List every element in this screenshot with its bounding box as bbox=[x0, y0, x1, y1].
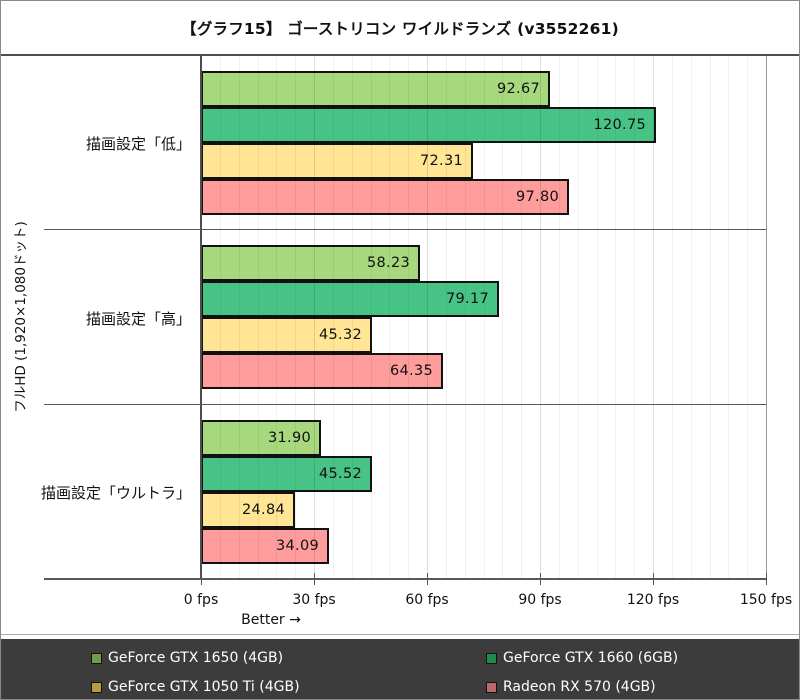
gridline-major bbox=[427, 56, 428, 579]
x-axis-line bbox=[44, 578, 766, 580]
x-tick-mark bbox=[653, 573, 654, 585]
bar-radeon-rx-570-4gb-: 64.35 bbox=[201, 353, 443, 390]
gridline-minor bbox=[257, 56, 259, 579]
gridline-minor bbox=[219, 56, 221, 579]
bar-value-label: 31.90 bbox=[267, 429, 311, 446]
bar-geforce-gtx-1650-4gb-: 92.67 bbox=[201, 71, 550, 107]
gridline-minor bbox=[596, 56, 598, 579]
x-tick-label: 150 fps bbox=[739, 592, 793, 608]
x-tick-label: 60 fps bbox=[405, 592, 449, 608]
legend-item-geforce-gtx-1650-4gb-: GeForce GTX 1650 (4GB) bbox=[91, 650, 283, 666]
bar-geforce-gtx-1050-ti-4gb-: 24.84 bbox=[201, 491, 295, 528]
x-tick-label: 0 fps bbox=[183, 592, 219, 608]
bar-value-label: 45.52 bbox=[318, 465, 362, 482]
x-tick-mark bbox=[314, 573, 315, 585]
gridline-minor bbox=[483, 56, 485, 579]
bar-value-label: 120.75 bbox=[593, 117, 646, 133]
category-label: 描画設定「低」 bbox=[85, 135, 191, 154]
bar-value-label: 24.84 bbox=[241, 501, 285, 518]
bar-radeon-rx-570-4gb-: 97.80 bbox=[201, 179, 569, 215]
gridline-minor bbox=[502, 56, 504, 579]
gridline-minor bbox=[558, 56, 560, 579]
legend-swatch bbox=[486, 681, 497, 693]
legend: GeForce GTX 1650 (4GB) GeForce GTX 1660 (… bbox=[1, 639, 799, 699]
legend-label: GeForce GTX 1660 (6GB) bbox=[503, 650, 679, 666]
gridline-minor bbox=[295, 56, 297, 579]
bar-radeon-rx-570-4gb-: 34.09 bbox=[201, 527, 329, 564]
legend-swatch bbox=[486, 652, 497, 664]
gridline-minor bbox=[577, 56, 579, 579]
group-separator bbox=[44, 403, 766, 405]
bar-geforce-gtx-1660-6gb-: 120.75 bbox=[201, 107, 656, 143]
legend-item-geforce-gtx-1660-6gb-: GeForce GTX 1660 (6GB) bbox=[486, 650, 678, 666]
category-label: 描画設定「ウルトラ」 bbox=[40, 483, 191, 502]
x-tick-label: 30 fps bbox=[292, 592, 336, 608]
bar-value-label: 45.32 bbox=[318, 327, 362, 344]
x-tick-mark bbox=[540, 573, 541, 585]
legend-swatch bbox=[91, 681, 102, 693]
legend-label: GeForce GTX 1650 (4GB) bbox=[108, 650, 284, 666]
gridline-minor bbox=[408, 56, 410, 579]
gridline-minor bbox=[634, 56, 636, 579]
bar-value-label: 64.35 bbox=[389, 363, 433, 380]
bar-geforce-gtx-1650-4gb-: 58.23 bbox=[201, 245, 420, 282]
x-tick-label: 120 fps bbox=[626, 592, 680, 608]
x-tick-mark bbox=[427, 573, 428, 585]
gridline-minor bbox=[332, 56, 334, 579]
gridline-minor bbox=[728, 56, 730, 579]
gridline-minor bbox=[671, 56, 673, 579]
gridline-minor bbox=[238, 56, 240, 579]
y-axis-line bbox=[200, 55, 202, 579]
legend-item-geforce-gtx-1050-ti-4gb-: GeForce GTX 1050 Ti (4GB) bbox=[91, 679, 300, 695]
title-separator bbox=[1, 54, 799, 56]
plot-right-border bbox=[766, 56, 767, 579]
bar-geforce-gtx-1050-ti-4gb-: 45.32 bbox=[201, 317, 372, 354]
bar-value-label: 79.17 bbox=[445, 291, 489, 308]
legend-item-radeon-rx-570-4gb-: Radeon RX 570 (4GB) bbox=[486, 679, 656, 695]
bar-value-label: 97.80 bbox=[515, 189, 559, 205]
legend-swatch bbox=[91, 652, 102, 664]
bar-value-label: 58.23 bbox=[366, 255, 410, 272]
gridline-minor bbox=[521, 56, 523, 579]
bar-geforce-gtx-1650-4gb-: 31.90 bbox=[201, 419, 321, 456]
gridline-minor bbox=[370, 56, 372, 579]
gridline-major bbox=[540, 56, 541, 579]
legend-label: Radeon RX 570 (4GB) bbox=[503, 679, 656, 695]
legend-label: GeForce GTX 1050 Ti (4GB) bbox=[108, 679, 300, 695]
bar-value-label: 34.09 bbox=[275, 537, 319, 554]
gridline-minor bbox=[389, 56, 391, 579]
gridline-minor bbox=[276, 56, 278, 579]
gridline-major bbox=[653, 56, 654, 579]
chart-title: 【グラフ15】 ゴーストリコン ワイルドランズ (v3552261) bbox=[181, 19, 619, 38]
bar-geforce-gtx-1660-6gb-: 45.52 bbox=[201, 455, 372, 492]
bar-geforce-gtx-1660-6gb-: 79.17 bbox=[201, 281, 499, 318]
gridline-major bbox=[314, 56, 315, 579]
category-label: 描画設定「高」 bbox=[85, 309, 191, 328]
gridline-minor bbox=[747, 56, 749, 579]
group-separator bbox=[44, 229, 766, 231]
bar-geforce-gtx-1050-ti-4gb-: 72.31 bbox=[201, 143, 473, 179]
x-tick-label: 90 fps bbox=[518, 592, 562, 608]
gridline-minor bbox=[464, 56, 466, 579]
gridline-minor bbox=[709, 56, 711, 579]
bar-value-label: 92.67 bbox=[496, 81, 540, 97]
bar-value-label: 72.31 bbox=[419, 153, 463, 169]
gridline-minor bbox=[445, 56, 447, 579]
gridline-minor bbox=[615, 56, 617, 579]
legend-top-line bbox=[1, 634, 799, 635]
gridline-minor bbox=[351, 56, 353, 579]
x-tick-mark bbox=[766, 573, 767, 585]
better-annotation: Better → bbox=[241, 612, 301, 628]
gridline-minor bbox=[690, 56, 692, 579]
x-tick-mark bbox=[201, 573, 202, 585]
